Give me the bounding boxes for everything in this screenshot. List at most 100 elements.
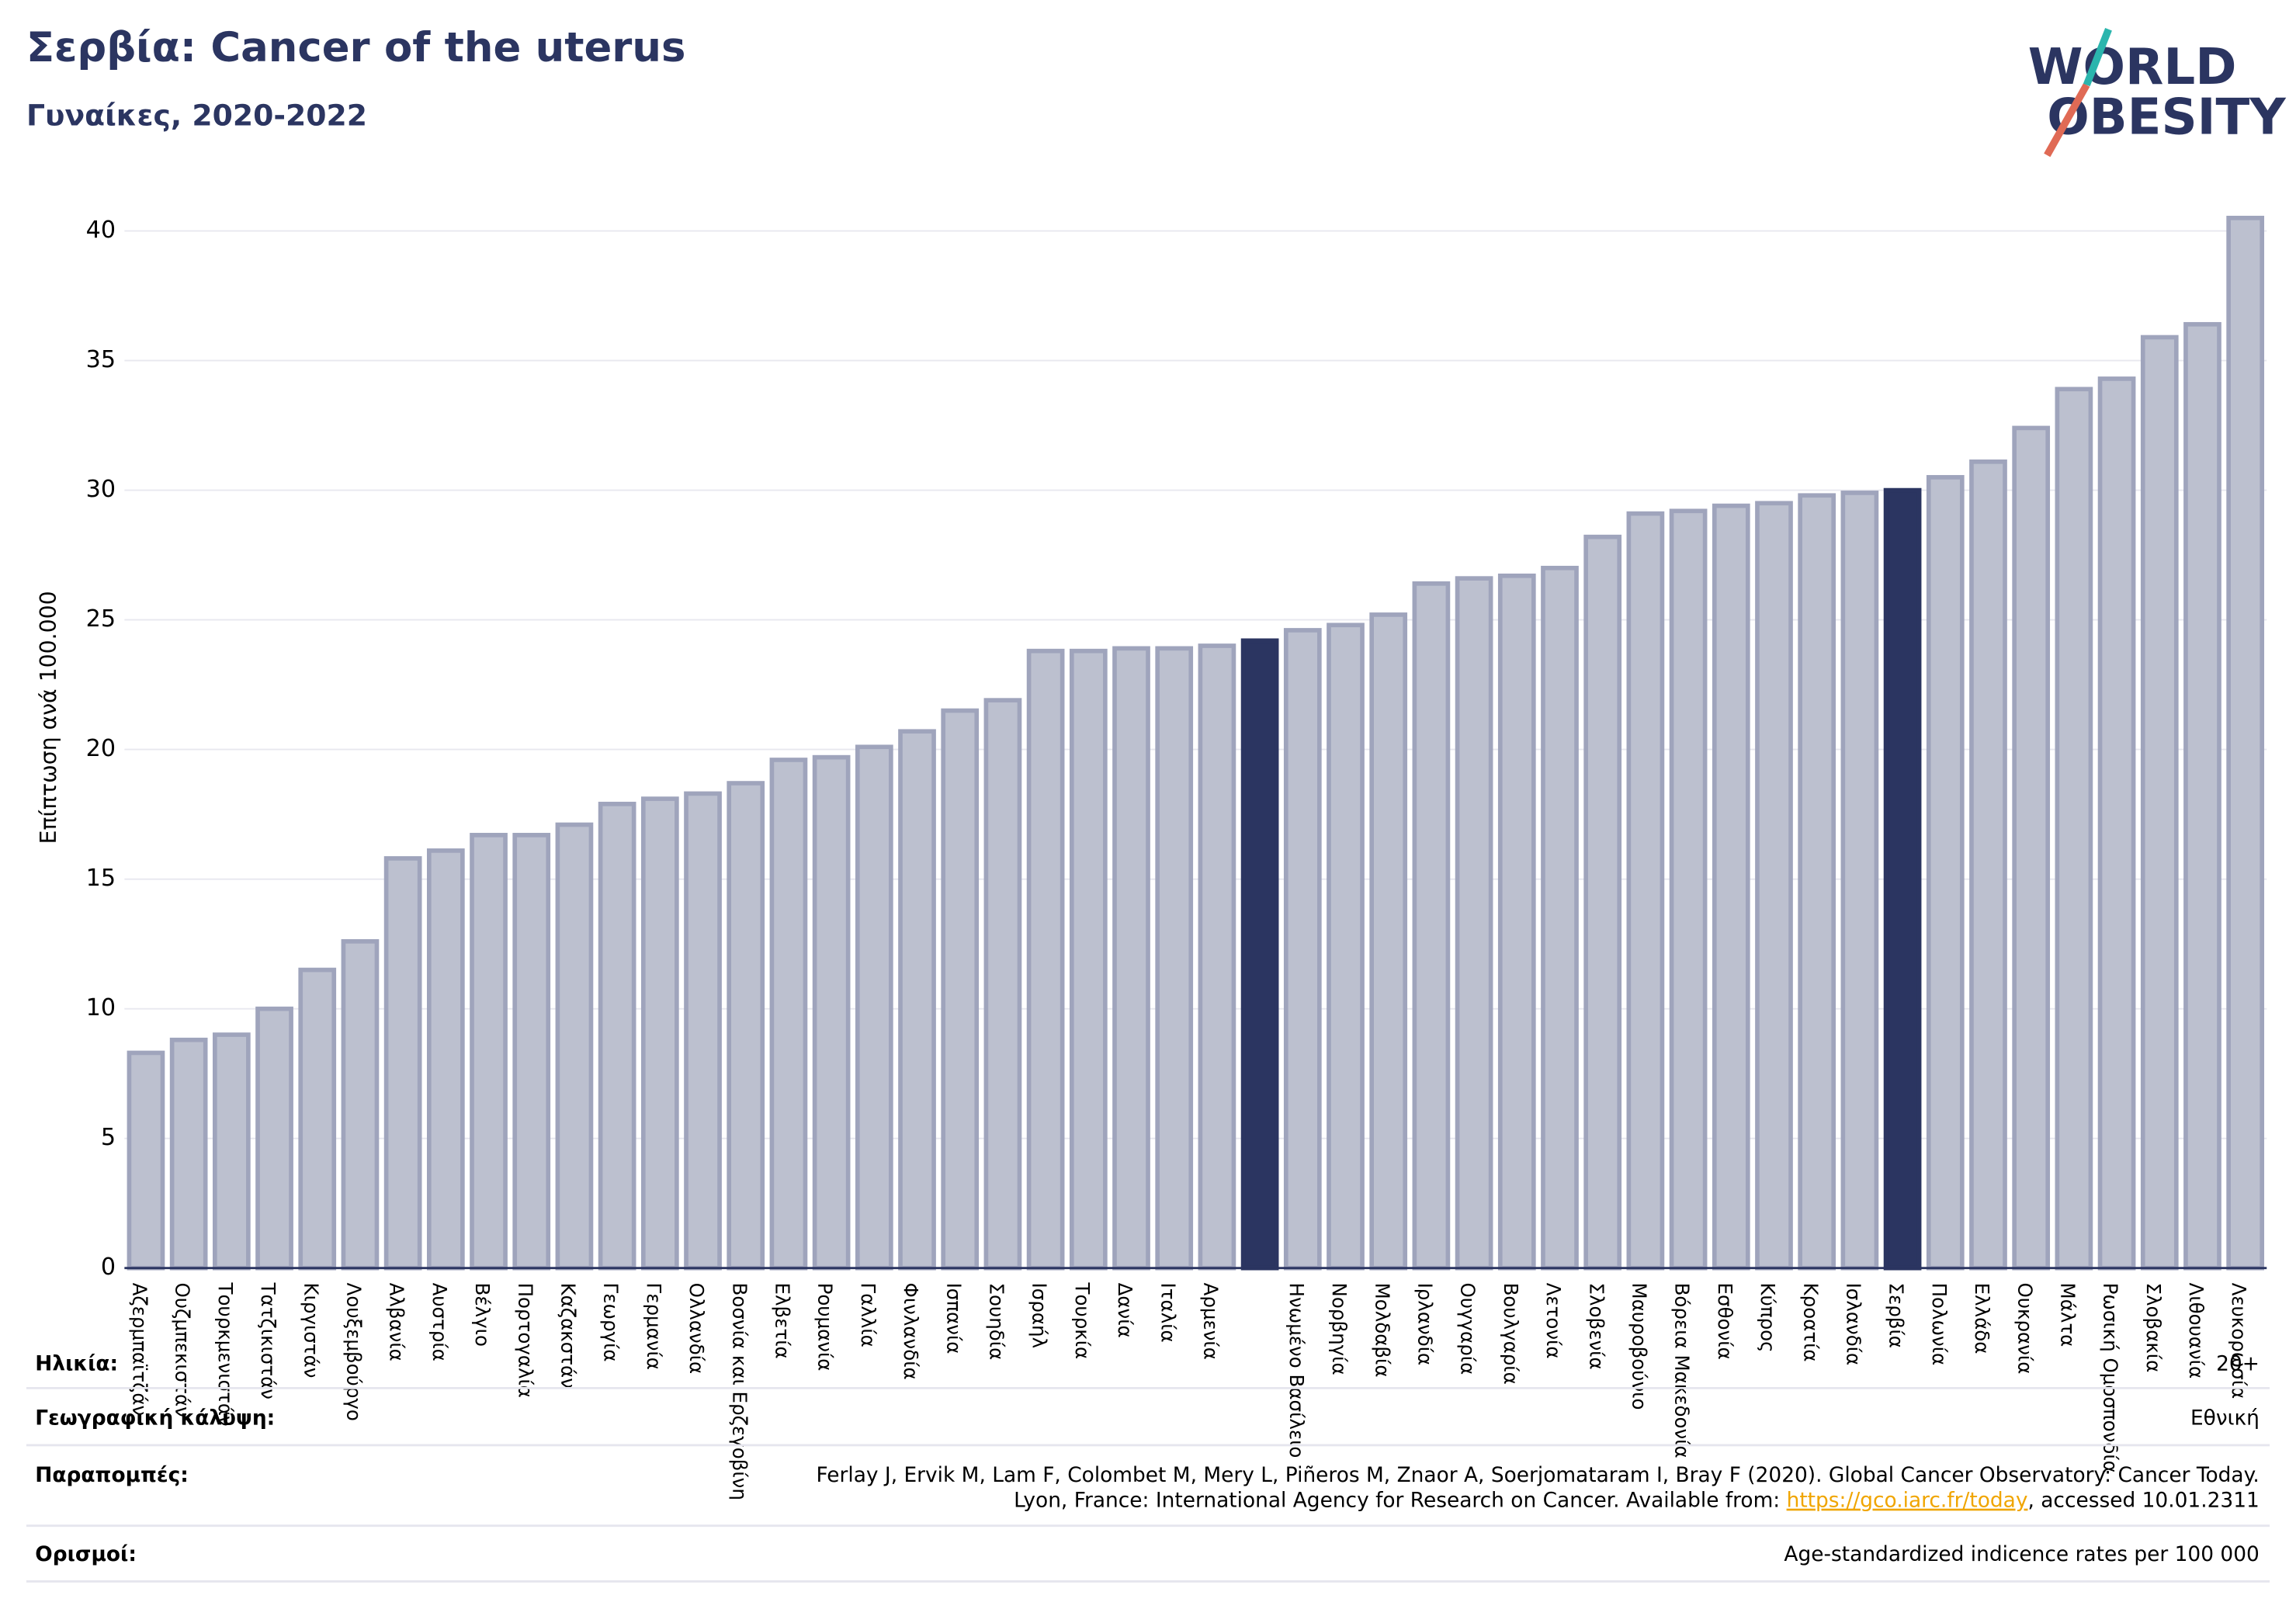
x-tick-label: Κροατία (1799, 1283, 1822, 1362)
x-tick-label: Γερμανία (643, 1283, 665, 1370)
x-tick-label: Πορτογαλία (514, 1283, 536, 1398)
x-tick-label: Αρμενία (1199, 1283, 1222, 1360)
bar (812, 754, 851, 1271)
bar (1240, 638, 1279, 1271)
x-tick-label: Ελβετία (771, 1283, 793, 1359)
bar (298, 967, 337, 1271)
x-tick-label: Κύπρος (1757, 1283, 1779, 1353)
y-axis-label: Επίπτωση ανά 100.000 (36, 591, 61, 844)
x-tick-label: Σουηδία (985, 1283, 1008, 1361)
x-tick-label: Εσθονία (1714, 1283, 1736, 1360)
bar (983, 698, 1022, 1271)
chart-title: Σερβία: Cancer of the uterus (26, 24, 685, 71)
x-tick-label: Ισραήλ (1028, 1283, 1051, 1349)
logo: WORLD OBESITY (2028, 28, 2287, 158)
x-tick-label: Βόρεια Μακεδονία (1671, 1283, 1694, 1458)
footer-value: Age-standardized indicence rates per 100… (1784, 1542, 2259, 1566)
bar (1669, 508, 1708, 1271)
bar (1626, 511, 1665, 1271)
bar (640, 796, 679, 1271)
x-tick-label: Νορβηγία (1328, 1283, 1351, 1375)
bar (1455, 576, 1493, 1271)
x-tick-label: Καζακστάν (557, 1283, 580, 1389)
bar (2183, 321, 2221, 1271)
bar (769, 758, 808, 1271)
x-tick-label: Ουγγαρία (1457, 1283, 1479, 1375)
x-tick-label: Κιργιστάν (300, 1283, 322, 1379)
bar (898, 729, 936, 1271)
footer-label: Ηλικία: (35, 1352, 118, 1376)
bar (555, 822, 594, 1271)
bar (212, 1032, 251, 1271)
footer-value: Ferlay J, Ervik M, Lam F, Colombet M, Me… (817, 1463, 2260, 1487)
bar (383, 856, 422, 1271)
bar (1969, 459, 2007, 1271)
x-tick-label: Βέλγιο (471, 1283, 494, 1347)
bar (1069, 648, 1108, 1271)
x-tick-label: Σλοβενία (1585, 1283, 1608, 1370)
y-tick-label: 25 (86, 605, 116, 633)
bar (255, 1006, 293, 1271)
bar (1155, 646, 1194, 1271)
x-tick-label: Ολλανδία (685, 1283, 708, 1375)
bar (855, 744, 893, 1271)
x-tick-label: Φινλανδία (900, 1283, 922, 1380)
bar (1583, 534, 1622, 1271)
bar (1840, 491, 1879, 1271)
bar (341, 938, 380, 1271)
x-tick-label: Ρωσική Ομοσπονδία (2100, 1283, 2122, 1473)
logo-slash (2044, 83, 2090, 158)
bar (127, 1050, 165, 1271)
x-tick-label: Δανία (1114, 1283, 1136, 1338)
x-tick-label: Βοσνία και Ερζεγοβίνη (728, 1283, 751, 1500)
bar (1798, 493, 1836, 1271)
chart-subtitle: Γυναίκες, 2020-2022 (26, 98, 367, 132)
x-tick-label: Ουζμπεκιστάν (172, 1283, 194, 1417)
bar (684, 791, 722, 1271)
bar (1755, 501, 1793, 1271)
y-tick-label: 35 (86, 346, 116, 373)
x-tick-label: Τατζικιστάν (257, 1282, 279, 1399)
x-tick-label: Μαυροβούνιο (1628, 1283, 1650, 1410)
bar (1283, 628, 1322, 1271)
x-tick-label: Μάλτα (2056, 1283, 2079, 1347)
y-tick-label: 5 (101, 1124, 116, 1151)
y-tick-label: 30 (86, 476, 116, 503)
bar (1541, 565, 1579, 1271)
bar (727, 781, 765, 1271)
footer-label: Παραπομπές: (35, 1463, 189, 1487)
x-tick-label: Ιταλία (1157, 1283, 1179, 1343)
footer-value: Lyon, France: International Agency for R… (1014, 1488, 2260, 1512)
footer-text: Lyon, France: International Agency for R… (1014, 1488, 1786, 1512)
x-tick-label: Ισπανία (942, 1283, 965, 1354)
x-tick-label: Λουξεμβούργο (343, 1283, 366, 1421)
x-tick-label: Αλβανία (386, 1283, 408, 1361)
bar (1497, 573, 1536, 1271)
x-tick-label: Μολδαβία (1371, 1283, 1393, 1378)
footer-label: Γεωγραφική κάλυψη: (35, 1406, 275, 1431)
bar (1926, 475, 1965, 1271)
y-tick-label: 15 (86, 865, 116, 892)
bar (1712, 503, 1750, 1271)
bar (941, 708, 980, 1271)
y-tick-label: 20 (86, 735, 116, 762)
y-tick-label: 0 (101, 1254, 116, 1281)
footer-value: 20+ (2216, 1352, 2260, 1376)
x-tick-label: Σερβία (1885, 1283, 1908, 1348)
footer-value: Εθνική (2190, 1406, 2260, 1431)
bar (2012, 425, 2051, 1271)
bar (2226, 215, 2265, 1271)
reference-link: https://gco.iarc.fr/today (1787, 1488, 2028, 1512)
logo-text: OBESITY (2047, 88, 2287, 146)
bar (426, 848, 465, 1271)
bar (1112, 646, 1150, 1271)
bar (169, 1037, 208, 1271)
x-tick-label: Πολωνία (1928, 1283, 1951, 1366)
footer-text: , accessed 10.01.2311 (2027, 1488, 2259, 1512)
bar (2055, 387, 2093, 1271)
bar (470, 833, 508, 1271)
bar (1883, 487, 1922, 1271)
x-tick-label: Τουρκμενιστάν (214, 1282, 237, 1427)
x-tick-label: Λευκορωσία (2228, 1283, 2250, 1399)
